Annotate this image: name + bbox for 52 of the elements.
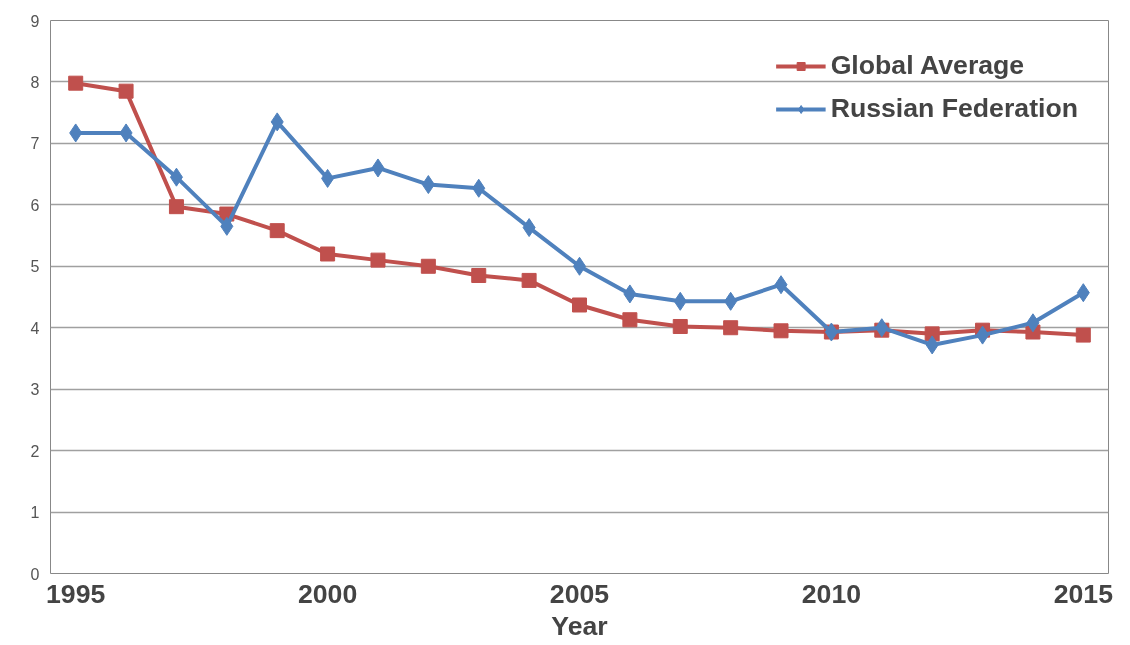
point bbox=[168, 199, 184, 215]
x-axis-title: Year bbox=[551, 610, 608, 641]
y-tick-label: 0 bbox=[30, 565, 40, 583]
x-tick-label: 1995 bbox=[46, 578, 106, 609]
legend-label: Russian Federation bbox=[830, 93, 1078, 124]
point bbox=[69, 123, 83, 143]
point bbox=[68, 75, 84, 91]
point bbox=[118, 83, 134, 99]
y-tick-label: 1 bbox=[30, 504, 40, 522]
point bbox=[774, 275, 788, 295]
point bbox=[421, 175, 435, 195]
legend-label: Global Average bbox=[830, 50, 1025, 81]
point bbox=[572, 297, 587, 313]
point bbox=[321, 168, 335, 188]
point bbox=[672, 318, 688, 334]
point bbox=[1076, 283, 1090, 303]
point bbox=[471, 267, 487, 283]
point bbox=[119, 123, 133, 143]
y-tick-label: 6 bbox=[30, 196, 40, 214]
point bbox=[169, 167, 183, 187]
y-tick-label: 8 bbox=[30, 73, 40, 91]
point bbox=[220, 216, 234, 236]
point bbox=[522, 218, 536, 238]
point bbox=[270, 112, 284, 132]
y-tick-label: 5 bbox=[30, 258, 40, 276]
point bbox=[673, 291, 687, 311]
point bbox=[371, 158, 385, 178]
x-tick-label: 2010 bbox=[801, 578, 862, 609]
point bbox=[723, 320, 739, 336]
y-tick-label: 9 bbox=[30, 12, 40, 30]
y-tick-label: 4 bbox=[30, 319, 40, 337]
point bbox=[623, 284, 637, 304]
y-tick-label: 3 bbox=[30, 381, 40, 399]
point bbox=[420, 258, 436, 274]
point bbox=[976, 325, 990, 345]
point bbox=[925, 335, 939, 355]
point bbox=[320, 246, 336, 262]
y-tick-label: 7 bbox=[30, 135, 40, 153]
x-tick-label: 2000 bbox=[297, 578, 358, 609]
point bbox=[622, 312, 638, 328]
point bbox=[370, 252, 386, 268]
point bbox=[521, 272, 537, 288]
point bbox=[472, 178, 486, 198]
point bbox=[773, 323, 789, 339]
point bbox=[1075, 327, 1091, 343]
y-tick-label: 2 bbox=[30, 442, 40, 460]
point bbox=[269, 223, 285, 239]
point bbox=[875, 318, 889, 338]
x-tick-label: 2005 bbox=[549, 578, 610, 609]
x-tick-label: 2015 bbox=[1053, 578, 1114, 609]
point bbox=[1026, 313, 1040, 333]
point bbox=[724, 291, 738, 311]
